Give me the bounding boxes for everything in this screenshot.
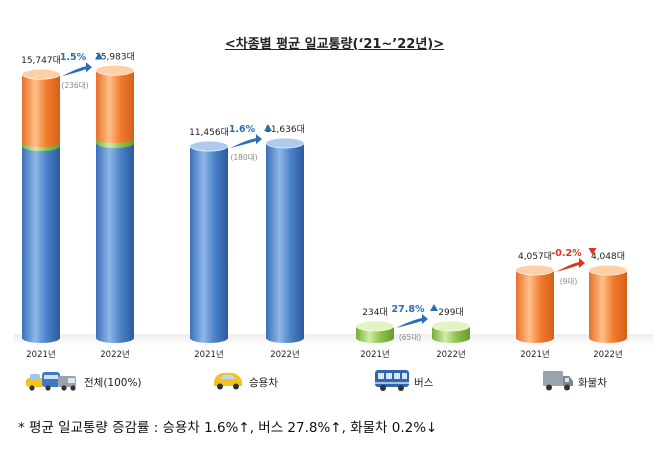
data-label: 4,048대 xyxy=(591,251,625,262)
tick-label: 2021년 xyxy=(520,349,549,360)
mixed-vehicles-icon xyxy=(24,368,78,396)
category-label-truck: 화물차 xyxy=(578,377,607,389)
truck-icon xyxy=(541,367,575,397)
data-label: 4,057대 xyxy=(518,251,552,262)
floor-band xyxy=(14,334,654,346)
data-label: 15,983대 xyxy=(95,51,135,62)
change-percent: 1.6% xyxy=(229,124,256,135)
bar-segment xyxy=(95,64,135,144)
bar-segment xyxy=(21,68,61,148)
tick-label: 2022년 xyxy=(270,349,299,360)
data-label: 234대 xyxy=(362,307,387,318)
category-label-bus: 버스 xyxy=(414,377,434,389)
change-arrow xyxy=(62,62,92,77)
triangle-up-icon xyxy=(430,304,438,311)
tick-label: 2022년 xyxy=(100,349,129,360)
triangle-down-icon xyxy=(588,248,597,256)
change-percent: 1.5% xyxy=(60,52,87,63)
tick-label: 2021년 xyxy=(194,349,223,360)
category-label-total: 전체(100%) xyxy=(84,377,142,389)
bar xyxy=(515,264,555,343)
change-percent: 27.8% xyxy=(392,304,425,315)
tick-label: 2022년 xyxy=(593,349,622,360)
footnote: * 평균 일교통량 증감률 : 승용차 1.6%↑, 버스 27.8%↑, 화물… xyxy=(18,420,438,436)
triangle-up-icon xyxy=(264,124,272,132)
bar xyxy=(189,140,229,343)
bar xyxy=(588,264,628,343)
bar-segment xyxy=(96,143,134,343)
tick-label: 2021년 xyxy=(26,349,55,360)
change-absolute: (65대) xyxy=(399,333,421,342)
tick-label: 2022년 xyxy=(436,349,465,360)
triangle-up-icon xyxy=(95,52,103,60)
change-arrow xyxy=(556,258,585,273)
change-arrow xyxy=(230,134,262,149)
change-absolute: (180대) xyxy=(230,153,257,162)
data-label: 15,747대 xyxy=(21,55,61,66)
data-label: 11,456대 xyxy=(189,127,229,138)
change-percent: -0.2% xyxy=(551,248,582,259)
bar xyxy=(431,320,471,343)
bus-icon xyxy=(373,367,411,397)
car-icon xyxy=(211,369,245,395)
data-label: 299대 xyxy=(438,307,463,318)
change-arrow xyxy=(396,314,428,328)
bar-segment xyxy=(22,146,60,343)
bar xyxy=(265,137,305,343)
change-absolute: (236대) xyxy=(61,81,88,90)
category-label-car: 승용차 xyxy=(249,377,278,389)
change-absolute: (9대) xyxy=(560,277,578,286)
chart-title: <차종별 평균 일교통량(‘21~’22년)> xyxy=(224,37,445,52)
data-label: 11,636대 xyxy=(265,124,305,135)
bar xyxy=(355,320,395,343)
tick-label: 2021년 xyxy=(360,349,389,360)
